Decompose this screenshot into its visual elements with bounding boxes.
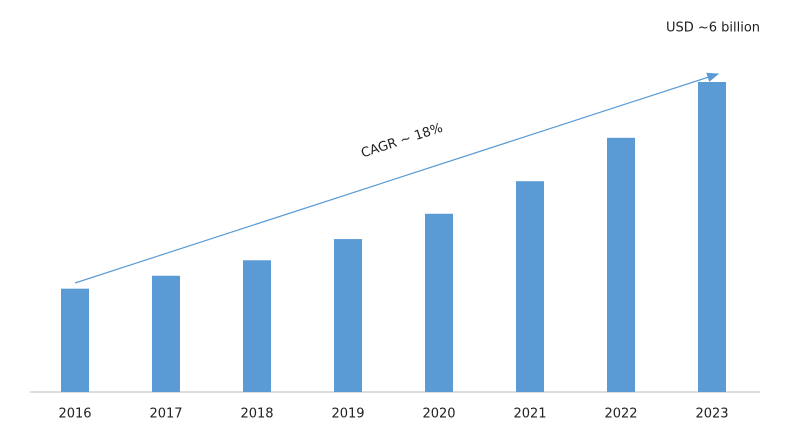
bar [334, 239, 362, 392]
trend-arrow [74, 72, 720, 284]
x-tick-label: 2019 [331, 407, 364, 422]
x-tick-label: 2018 [240, 407, 273, 422]
annotation: USD ~6 billion [666, 21, 760, 36]
bar [243, 260, 271, 392]
x-tick-label: 2021 [513, 407, 546, 422]
x-tick-label: 2016 [58, 407, 91, 422]
x-tick-label: 2017 [149, 407, 182, 422]
bar [152, 275, 180, 392]
annotation: CAGR ~ 18% [359, 121, 444, 162]
bar [607, 137, 635, 392]
bar [698, 82, 726, 392]
bar [61, 288, 89, 392]
bar [516, 181, 544, 392]
x-tick-label: 2020 [422, 407, 455, 422]
x-tick-label: 2022 [604, 407, 637, 422]
x-tick-label: 2023 [695, 407, 728, 422]
bar [425, 213, 453, 392]
